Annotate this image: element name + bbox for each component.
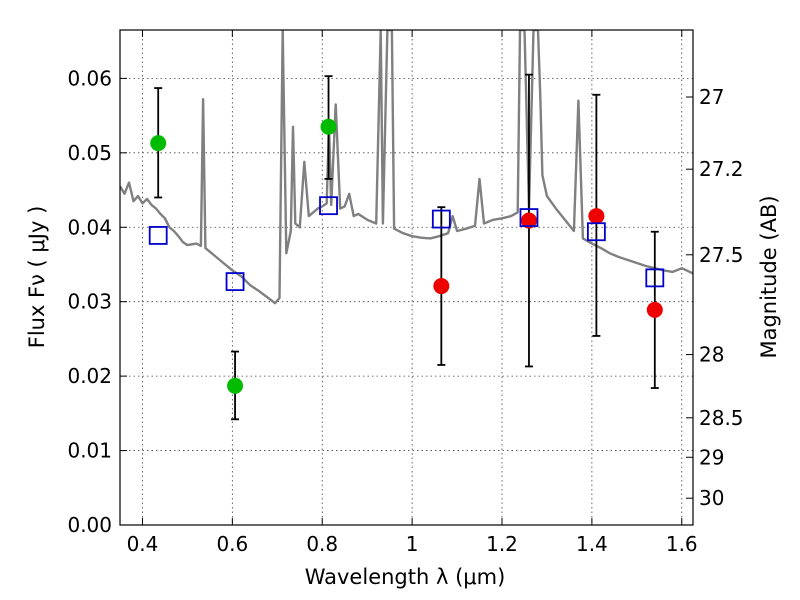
y-tick-label: 0.03 <box>67 290 112 314</box>
y2-tick-label: 29 <box>699 445 724 469</box>
y-tick-label: 0.00 <box>67 513 112 537</box>
data-point-circle <box>150 135 167 152</box>
y-tick-label: 0.04 <box>67 215 112 239</box>
y-tick-label: 0.02 <box>67 364 112 388</box>
y2-tick-label: 30 <box>699 486 724 510</box>
model-point-square <box>586 222 606 242</box>
x-tick-label: 1.6 <box>666 532 698 556</box>
model-point-square <box>148 226 168 245</box>
data-point-circle <box>646 301 663 318</box>
data-point-circle <box>320 118 337 135</box>
y2-tick-label: 27.5 <box>699 243 744 267</box>
model-point-square <box>645 268 665 288</box>
x-tick-label: 0.6 <box>216 532 248 556</box>
data-point-circle <box>433 278 450 295</box>
y2-axis-title: Magnitude (AB) <box>757 195 781 358</box>
data-point-circle <box>227 377 244 394</box>
data-point-circle <box>588 208 605 225</box>
y2-tick-label: 27.2 <box>699 157 744 181</box>
x-tick-label: 1.2 <box>486 532 518 556</box>
y2-tick-label: 27 <box>699 85 724 109</box>
model-point-square <box>225 272 245 291</box>
data-markers <box>148 118 665 394</box>
plot-frame <box>119 29 694 526</box>
y2-tick-label: 28 <box>699 343 724 367</box>
x-tick-label: 0.8 <box>306 532 338 556</box>
x-tick-label: 1 <box>406 532 419 556</box>
y-tick-label: 0.01 <box>67 439 112 463</box>
model-point-square <box>319 196 338 216</box>
tick-labels: 0.4 0.6 0.8 1 1.2 1.4 1.6 0.00 0.01 0.02 0.03 0.04 0… <box>67 66 743 556</box>
model-point-square <box>431 209 451 229</box>
error-bars <box>154 73 659 421</box>
grid-lines <box>120 30 693 526</box>
x-tick-label: 1.4 <box>576 532 608 556</box>
x-tick-label: 0.4 <box>127 532 159 556</box>
axis-ticks <box>120 30 693 526</box>
y2-tick-label: 28.5 <box>699 406 744 430</box>
x-axis-title: Wavelength λ (μm) <box>305 565 506 589</box>
y-axis-title: Flux Fν ( μJy ) <box>25 206 49 349</box>
y-tick-label: 0.05 <box>67 141 112 165</box>
spectrum-line <box>120 30 693 305</box>
data-point-circle <box>520 212 537 229</box>
model-point-square <box>519 208 539 227</box>
spectrum-line-group <box>120 30 693 305</box>
y-tick-label: 0.06 <box>67 66 112 90</box>
